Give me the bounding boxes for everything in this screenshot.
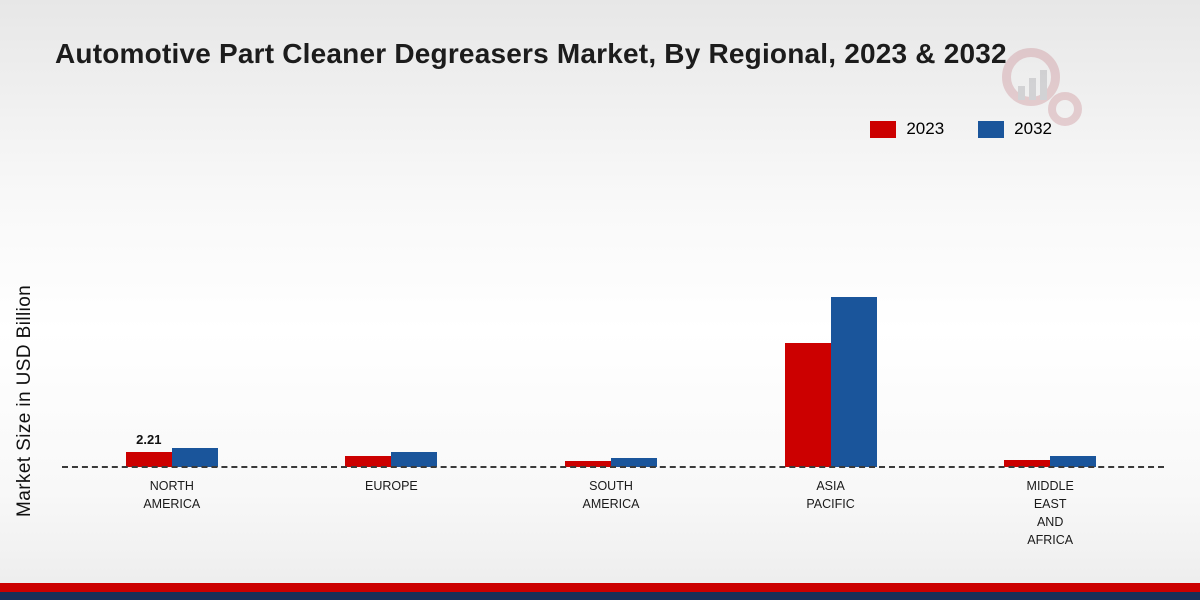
bar-group-asia-pacific: ASIA PACIFIC bbox=[721, 240, 941, 511]
legend: 2023 2032 bbox=[870, 119, 1052, 139]
bar-group-north-america: 2.21 NORTH AMERICA bbox=[62, 240, 282, 511]
x-axis-baseline bbox=[62, 466, 1164, 468]
legend-item-2023: 2023 bbox=[870, 119, 944, 139]
x-axis-label-middle-east-and-africa: MIDDLE EAST AND AFRICA bbox=[1026, 479, 1074, 548]
x-axis-label-asia-pacific: ASIA PACIFIC bbox=[806, 479, 855, 512]
x-axis-label-north-america: NORTH AMERICA bbox=[143, 479, 201, 512]
watermark-logo bbox=[996, 48, 1082, 126]
bar-2023-middle-east-and-africa bbox=[1004, 460, 1051, 467]
watermark-bars-icon bbox=[1018, 70, 1047, 100]
chart-title: Automotive Part Cleaner Degreasers Marke… bbox=[55, 38, 1007, 69]
x-axis-label-south-america: SOUTH AMERICA bbox=[582, 479, 640, 512]
bar-2023-south-america bbox=[564, 460, 611, 467]
bar-2032-south-america bbox=[610, 457, 657, 467]
y-axis-label: Market Size in USD Billion bbox=[14, 284, 35, 517]
x-axis-label-europe: EUROPE bbox=[364, 479, 418, 493]
legend-swatch-2032 bbox=[978, 120, 1005, 138]
watermark-circle bbox=[1002, 48, 1060, 106]
bar-2023-north-america: 2.21 bbox=[125, 432, 172, 467]
legend-item-2032: 2032 bbox=[978, 119, 1052, 139]
bar-group-middle-east-and-africa: MIDDLE EAST AND AFRICA bbox=[940, 240, 1160, 547]
bar-2032-north-america bbox=[171, 447, 218, 467]
bar-2032-middle-east-and-africa bbox=[1050, 456, 1097, 467]
legend-label-2023: 2023 bbox=[906, 119, 945, 138]
bar-value-label: 2.21 bbox=[136, 432, 162, 448]
bar-2032-europe bbox=[391, 452, 438, 467]
footer-red-strip bbox=[0, 583, 1200, 592]
legend-label-2032: 2032 bbox=[1014, 119, 1052, 138]
bar-2023-asia-pacific bbox=[784, 342, 831, 467]
bar-2023-europe bbox=[345, 455, 392, 467]
plot-area: 2.21 NORTH AMERICA EUROPE SOUTH AMERICA ASIA… bbox=[62, 240, 1160, 547]
footer-navy-strip bbox=[0, 592, 1200, 600]
bar-group-europe: EUROPE bbox=[282, 240, 502, 493]
watermark-small-circle bbox=[1048, 92, 1082, 126]
legend-swatch-2023 bbox=[870, 120, 897, 138]
bar-2032-asia-pacific bbox=[830, 297, 877, 467]
bar-group-south-america: SOUTH AMERICA bbox=[501, 240, 721, 511]
